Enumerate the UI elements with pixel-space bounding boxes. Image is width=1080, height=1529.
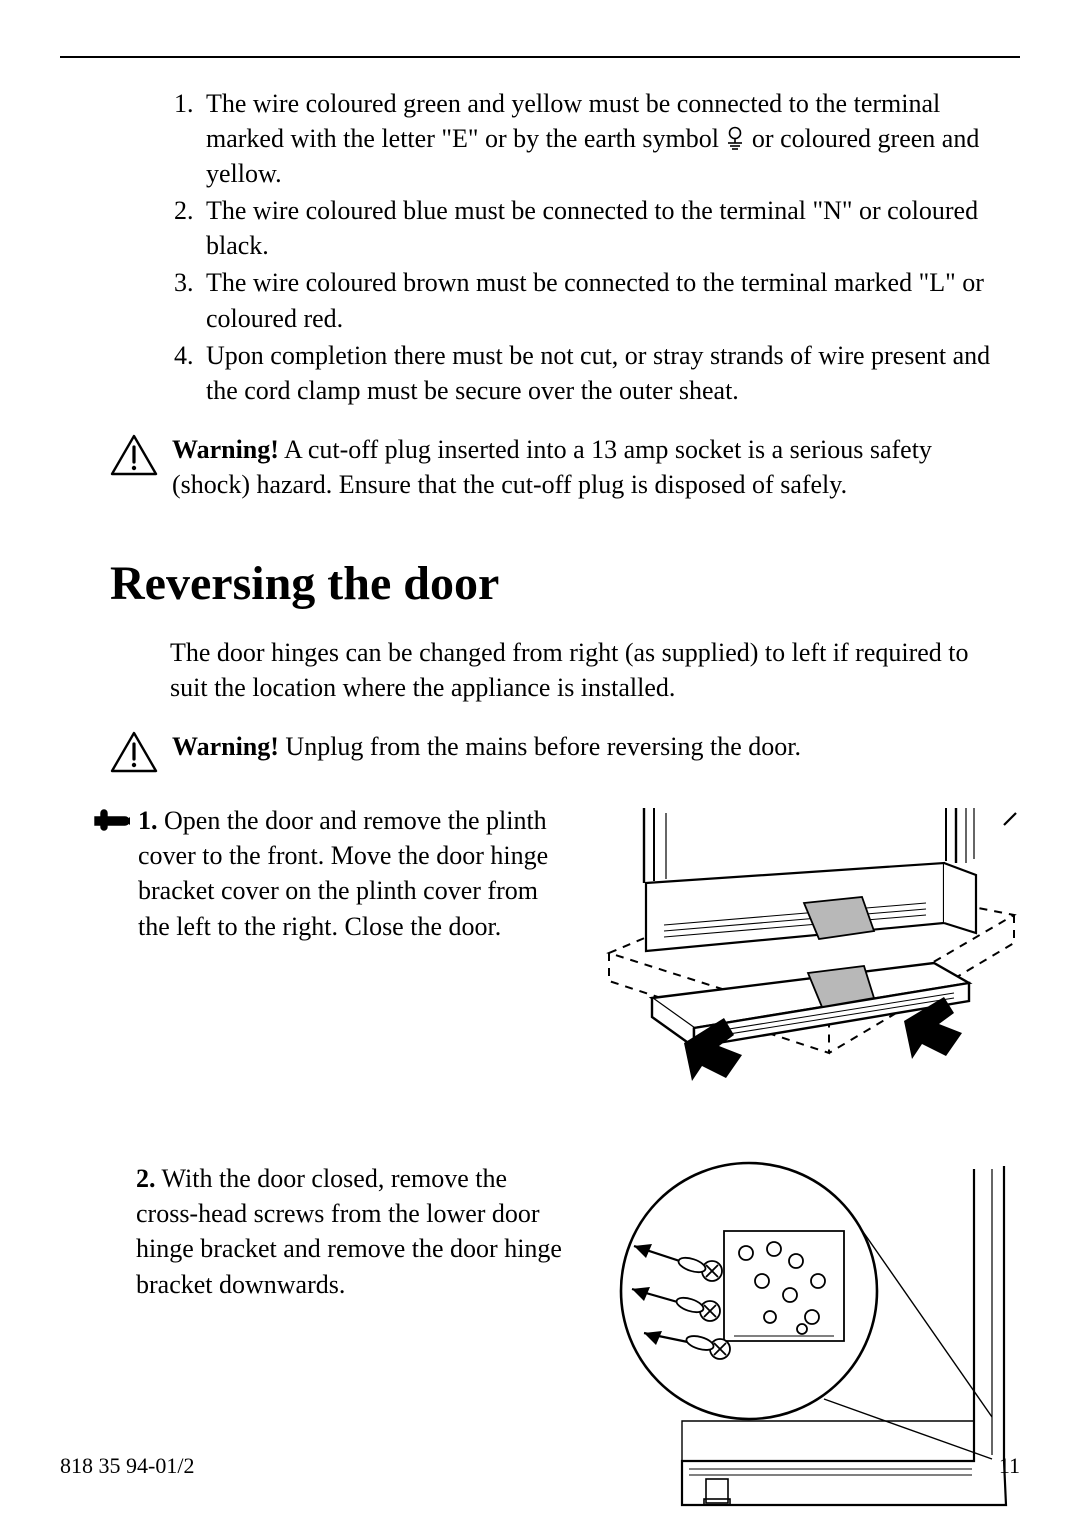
wire-item-3: The wire coloured brown must be connecte… — [200, 265, 1000, 335]
warning-triangle-icon — [110, 731, 158, 773]
warning-plug-body: A cut-off plug inserted into a 13 amp so… — [172, 435, 932, 499]
wire-item-2: The wire coloured blue must be connected… — [200, 193, 1000, 263]
warning-unplug-body: Unplug from the mains before reversing t… — [279, 732, 801, 761]
step-2-body: With the door closed, remove the cross-h… — [136, 1164, 562, 1298]
warning-unplug-text: Warning! Unplug from the mains before re… — [172, 729, 801, 764]
warning-unplug-label: Warning! — [172, 732, 279, 761]
wire-item-1-text: The wire coloured green and yellow must … — [206, 89, 979, 188]
step-1-text: 1. Open the door and remove the plinth c… — [138, 803, 568, 943]
page-footer: 818 35 94-01/2 11 — [60, 1453, 1020, 1479]
step-2-text: 2. With the door closed, remove the cros… — [136, 1161, 568, 1301]
warning-triangle-icon — [110, 434, 158, 476]
warning-plug-label: Warning! — [172, 435, 279, 464]
pointing-hand-icon — [92, 807, 132, 835]
top-rule — [60, 56, 1020, 58]
step-2-num: 2. — [136, 1164, 156, 1193]
step-1-body: Open the door and remove the plinth cove… — [138, 806, 548, 940]
footer-page-number: 11 — [999, 1453, 1020, 1479]
section-title: Reversing the door — [110, 556, 1000, 611]
earth-symbol-icon — [725, 124, 745, 148]
wire-numbered-list: The wire coloured green and yellow must … — [170, 86, 1000, 408]
wire-item-4: Upon completion there must be not cut, o… — [200, 338, 1000, 408]
warning-plug-text: Warning! A cut-off plug inserted into a … — [172, 432, 980, 502]
step-1-figure — [574, 803, 1044, 1093]
warning-unplug-block: Warning! Unplug from the mains before re… — [110, 729, 1000, 773]
step-1-row: 1. Open the door and remove the plinth c… — [92, 803, 1000, 1093]
step-1-num: 1. — [138, 806, 158, 835]
intro-text: The door hinges can be changed from righ… — [170, 635, 1000, 705]
footer-doc-number: 818 35 94-01/2 — [60, 1453, 194, 1479]
warning-plug-block: Warning! A cut-off plug inserted into a … — [110, 432, 1000, 502]
wire-item-1: The wire coloured green and yellow must … — [200, 86, 1000, 191]
